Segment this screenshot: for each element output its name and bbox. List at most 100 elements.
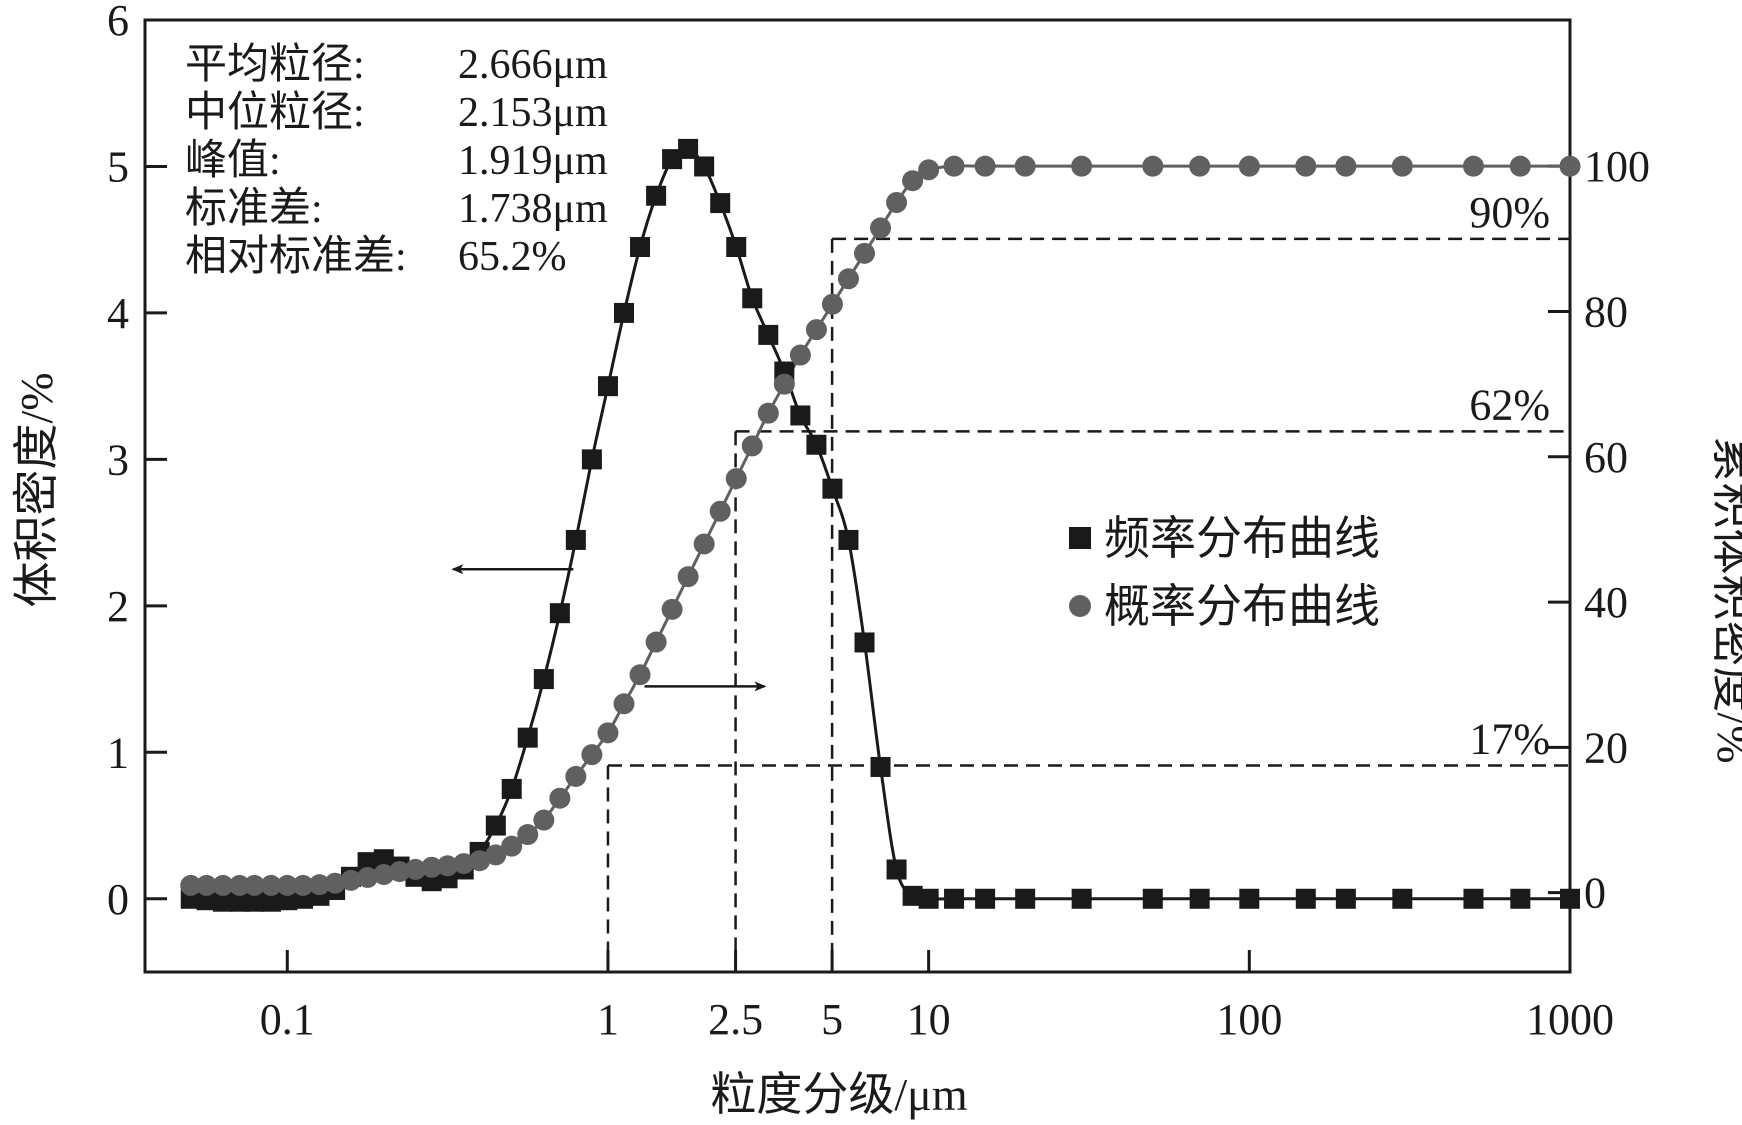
frequency-point — [485, 815, 506, 836]
cumulative-point — [693, 533, 715, 555]
frequency-point — [838, 529, 859, 550]
stat-value: 2.666μm — [458, 42, 608, 88]
frequency-point — [1071, 888, 1092, 909]
frequency-point — [1335, 888, 1356, 909]
frequency-point — [902, 885, 923, 906]
cumulative-point — [677, 566, 699, 588]
cumulative-point — [597, 722, 619, 744]
cumulative-point — [757, 402, 779, 424]
x-tick-label: 0.1 — [260, 995, 315, 1044]
stat-label: 相对标准差: — [185, 234, 407, 280]
frequency-point — [1295, 888, 1316, 909]
reference-percent-label: 62% — [1469, 380, 1550, 429]
cumulative-point — [212, 874, 234, 896]
frequency-point — [581, 449, 602, 470]
legend-frequency-marker — [1069, 527, 1091, 549]
cumulative-point — [1295, 155, 1317, 177]
cumulative-point — [661, 598, 683, 620]
cumulative-point — [1335, 155, 1357, 177]
right-y-axis-label: 累积体积密度/% — [1708, 436, 1742, 763]
frequency-point — [694, 156, 715, 177]
cumulative-point — [837, 268, 859, 290]
cumulative-point — [533, 809, 555, 831]
x-tick-label: 100 — [1216, 995, 1282, 1044]
frequency-point — [758, 324, 779, 345]
cumulative-point — [292, 874, 314, 896]
cumulative-point — [243, 874, 265, 896]
legend-cumulative-label: 概率分布曲线 — [1104, 581, 1380, 632]
cumulative-point — [886, 191, 908, 213]
frequency-point — [710, 193, 731, 214]
cumulative-point — [469, 850, 491, 872]
left-y-axis-ticks: 0 1 2 3 4 5 6 — [107, 0, 167, 924]
stat-value: 65.2% — [458, 234, 567, 280]
plot-border — [143, 18, 1572, 974]
left-y-tick-label: 5 — [107, 142, 129, 191]
cumulative-point — [773, 373, 795, 395]
cumulative-point — [789, 344, 811, 366]
reference-lines: 17% 62% 90% — [606, 188, 1570, 972]
cumulative-point — [404, 858, 426, 880]
frequency-point — [630, 237, 651, 258]
cumulative-point — [854, 242, 876, 264]
cumulative-point — [902, 170, 924, 192]
stat-value: 1.738μm — [458, 186, 608, 232]
stat-label: 峰值: — [185, 138, 281, 184]
stat-label: 中位粒径: — [185, 89, 365, 136]
cumulative-point — [1559, 155, 1581, 177]
x-tick-label: 5 — [821, 995, 843, 1044]
cumulative-point — [918, 159, 940, 181]
cumulative-point — [725, 468, 747, 490]
right-y-tick-label: 20 — [1584, 723, 1628, 772]
cumulative-point — [581, 744, 603, 766]
stat-label: 标准差: — [185, 186, 323, 232]
frequency-point — [212, 891, 233, 912]
frequency-point — [1560, 888, 1580, 909]
left-y-axis-label: 体积密度/% — [11, 372, 62, 607]
frequency-point — [597, 376, 618, 397]
frequency-point — [886, 859, 907, 880]
x-tick-label: 10 — [907, 995, 951, 1044]
left-y-tick-label: 6 — [107, 0, 129, 45]
cumulative-point — [549, 787, 571, 809]
x-tick-label: 1000 — [1526, 995, 1614, 1044]
frequency-point — [1142, 888, 1163, 909]
cumulative-point — [357, 866, 379, 888]
x-axis-label: 粒度分级/μm — [710, 1069, 967, 1120]
stat-label: 平均粒径: — [185, 42, 365, 88]
cumulative-point — [805, 319, 827, 341]
frequency-point — [1015, 888, 1036, 909]
frequency-point — [517, 727, 538, 748]
frequency-point — [678, 138, 699, 159]
cumulative-point — [1014, 155, 1036, 177]
cumulative-point — [229, 874, 251, 896]
cumulative-point — [485, 844, 507, 866]
frequency-point — [806, 434, 827, 455]
frequency-point — [1239, 888, 1260, 909]
frequency-point — [196, 890, 217, 911]
cumulative-point — [870, 217, 892, 239]
cumulative-point — [974, 155, 996, 177]
frequency-point — [1392, 888, 1413, 909]
cumulative-point — [943, 155, 965, 177]
frequency-point — [565, 529, 586, 550]
cumulative-point — [1391, 155, 1413, 177]
frequency-point — [533, 669, 554, 690]
frequency-point — [373, 849, 394, 870]
frequency-point — [726, 237, 747, 258]
cumulative-point — [453, 853, 475, 875]
frequency-point — [662, 149, 683, 170]
cumulative-point — [1142, 155, 1164, 177]
cumulative-point — [389, 861, 411, 883]
cumulative-point — [1509, 155, 1531, 177]
cumulative-point — [1071, 155, 1093, 177]
frequency-point — [613, 302, 634, 323]
left-y-tick-label: 2 — [107, 582, 129, 631]
left-y-tick-label: 0 — [107, 875, 129, 924]
stat-value: 2.153μm — [458, 90, 608, 136]
frequency-point — [549, 603, 570, 624]
cumulative-point — [821, 293, 843, 315]
legend-frequency-label: 频率分布曲线 — [1104, 513, 1380, 564]
